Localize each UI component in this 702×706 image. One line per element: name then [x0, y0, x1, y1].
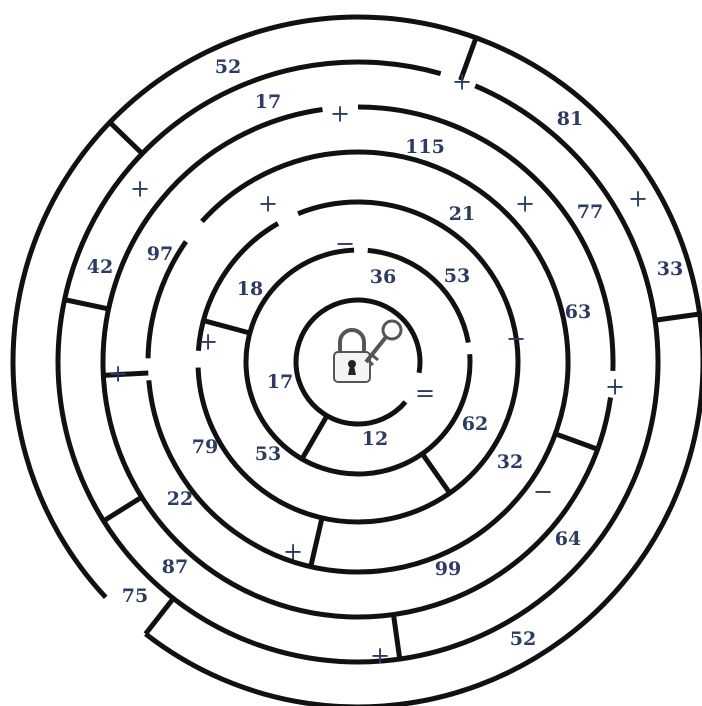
number-label: 64 — [555, 528, 581, 550]
maze-wall — [104, 497, 142, 521]
operator: + — [130, 175, 150, 203]
number-label: 62 — [462, 413, 488, 435]
lock-and-key — [334, 321, 401, 382]
maze-wall — [555, 434, 597, 449]
number-label: 17 — [255, 91, 281, 113]
operator: + — [370, 642, 390, 670]
number-label: 32 — [497, 451, 523, 473]
operator: + — [628, 185, 648, 213]
number-label: 81 — [557, 108, 583, 130]
operator: + — [515, 190, 535, 218]
operator: − — [533, 478, 553, 506]
number-label: 63 — [565, 301, 591, 323]
number-label: 18 — [237, 278, 263, 300]
operator: − — [506, 325, 526, 353]
number-label: 33 — [657, 258, 683, 280]
number-label: 79 — [192, 436, 218, 458]
operator: + — [108, 360, 128, 388]
number-label: 12 — [362, 428, 388, 450]
number-label: 42 — [87, 256, 113, 278]
operator: + — [452, 68, 472, 96]
number-label: 21 — [449, 203, 475, 225]
number-label: 97 — [147, 243, 173, 265]
number-label: 53 — [444, 265, 470, 287]
operator: + — [198, 328, 218, 356]
number-label: 87 — [162, 556, 188, 578]
maze-wall — [302, 416, 327, 459]
number-label: 99 — [435, 558, 461, 580]
maze-wall — [110, 122, 142, 153]
maze: 52+17+81115++21+77+4297−3653331863−++17=… — [0, 0, 702, 706]
maze-wall — [422, 454, 450, 493]
maze-wall — [311, 518, 322, 567]
operator: + — [330, 100, 350, 128]
number-label: 22 — [167, 488, 193, 510]
maze-wall — [655, 314, 700, 320]
maze-wall — [65, 300, 109, 309]
operator: − — [335, 230, 355, 258]
page: {"labels": ["52", "+", "17", "+", "81", … — [0, 0, 702, 706]
number-label: 115 — [405, 136, 445, 158]
operator: + — [605, 373, 625, 401]
operator: = — [415, 380, 435, 408]
maze-ring — [358, 107, 613, 371]
number-label: 75 — [122, 585, 148, 607]
maze-wall — [146, 598, 174, 633]
operator: + — [258, 190, 278, 218]
number-label: 52 — [510, 628, 536, 650]
maze-wall — [393, 615, 399, 660]
number-label: 36 — [370, 266, 396, 288]
number-label: 52 — [215, 56, 241, 78]
number-label: 77 — [577, 201, 603, 223]
operator: + — [283, 538, 303, 566]
number-label: 17 — [267, 371, 293, 393]
number-label: 53 — [255, 443, 281, 465]
